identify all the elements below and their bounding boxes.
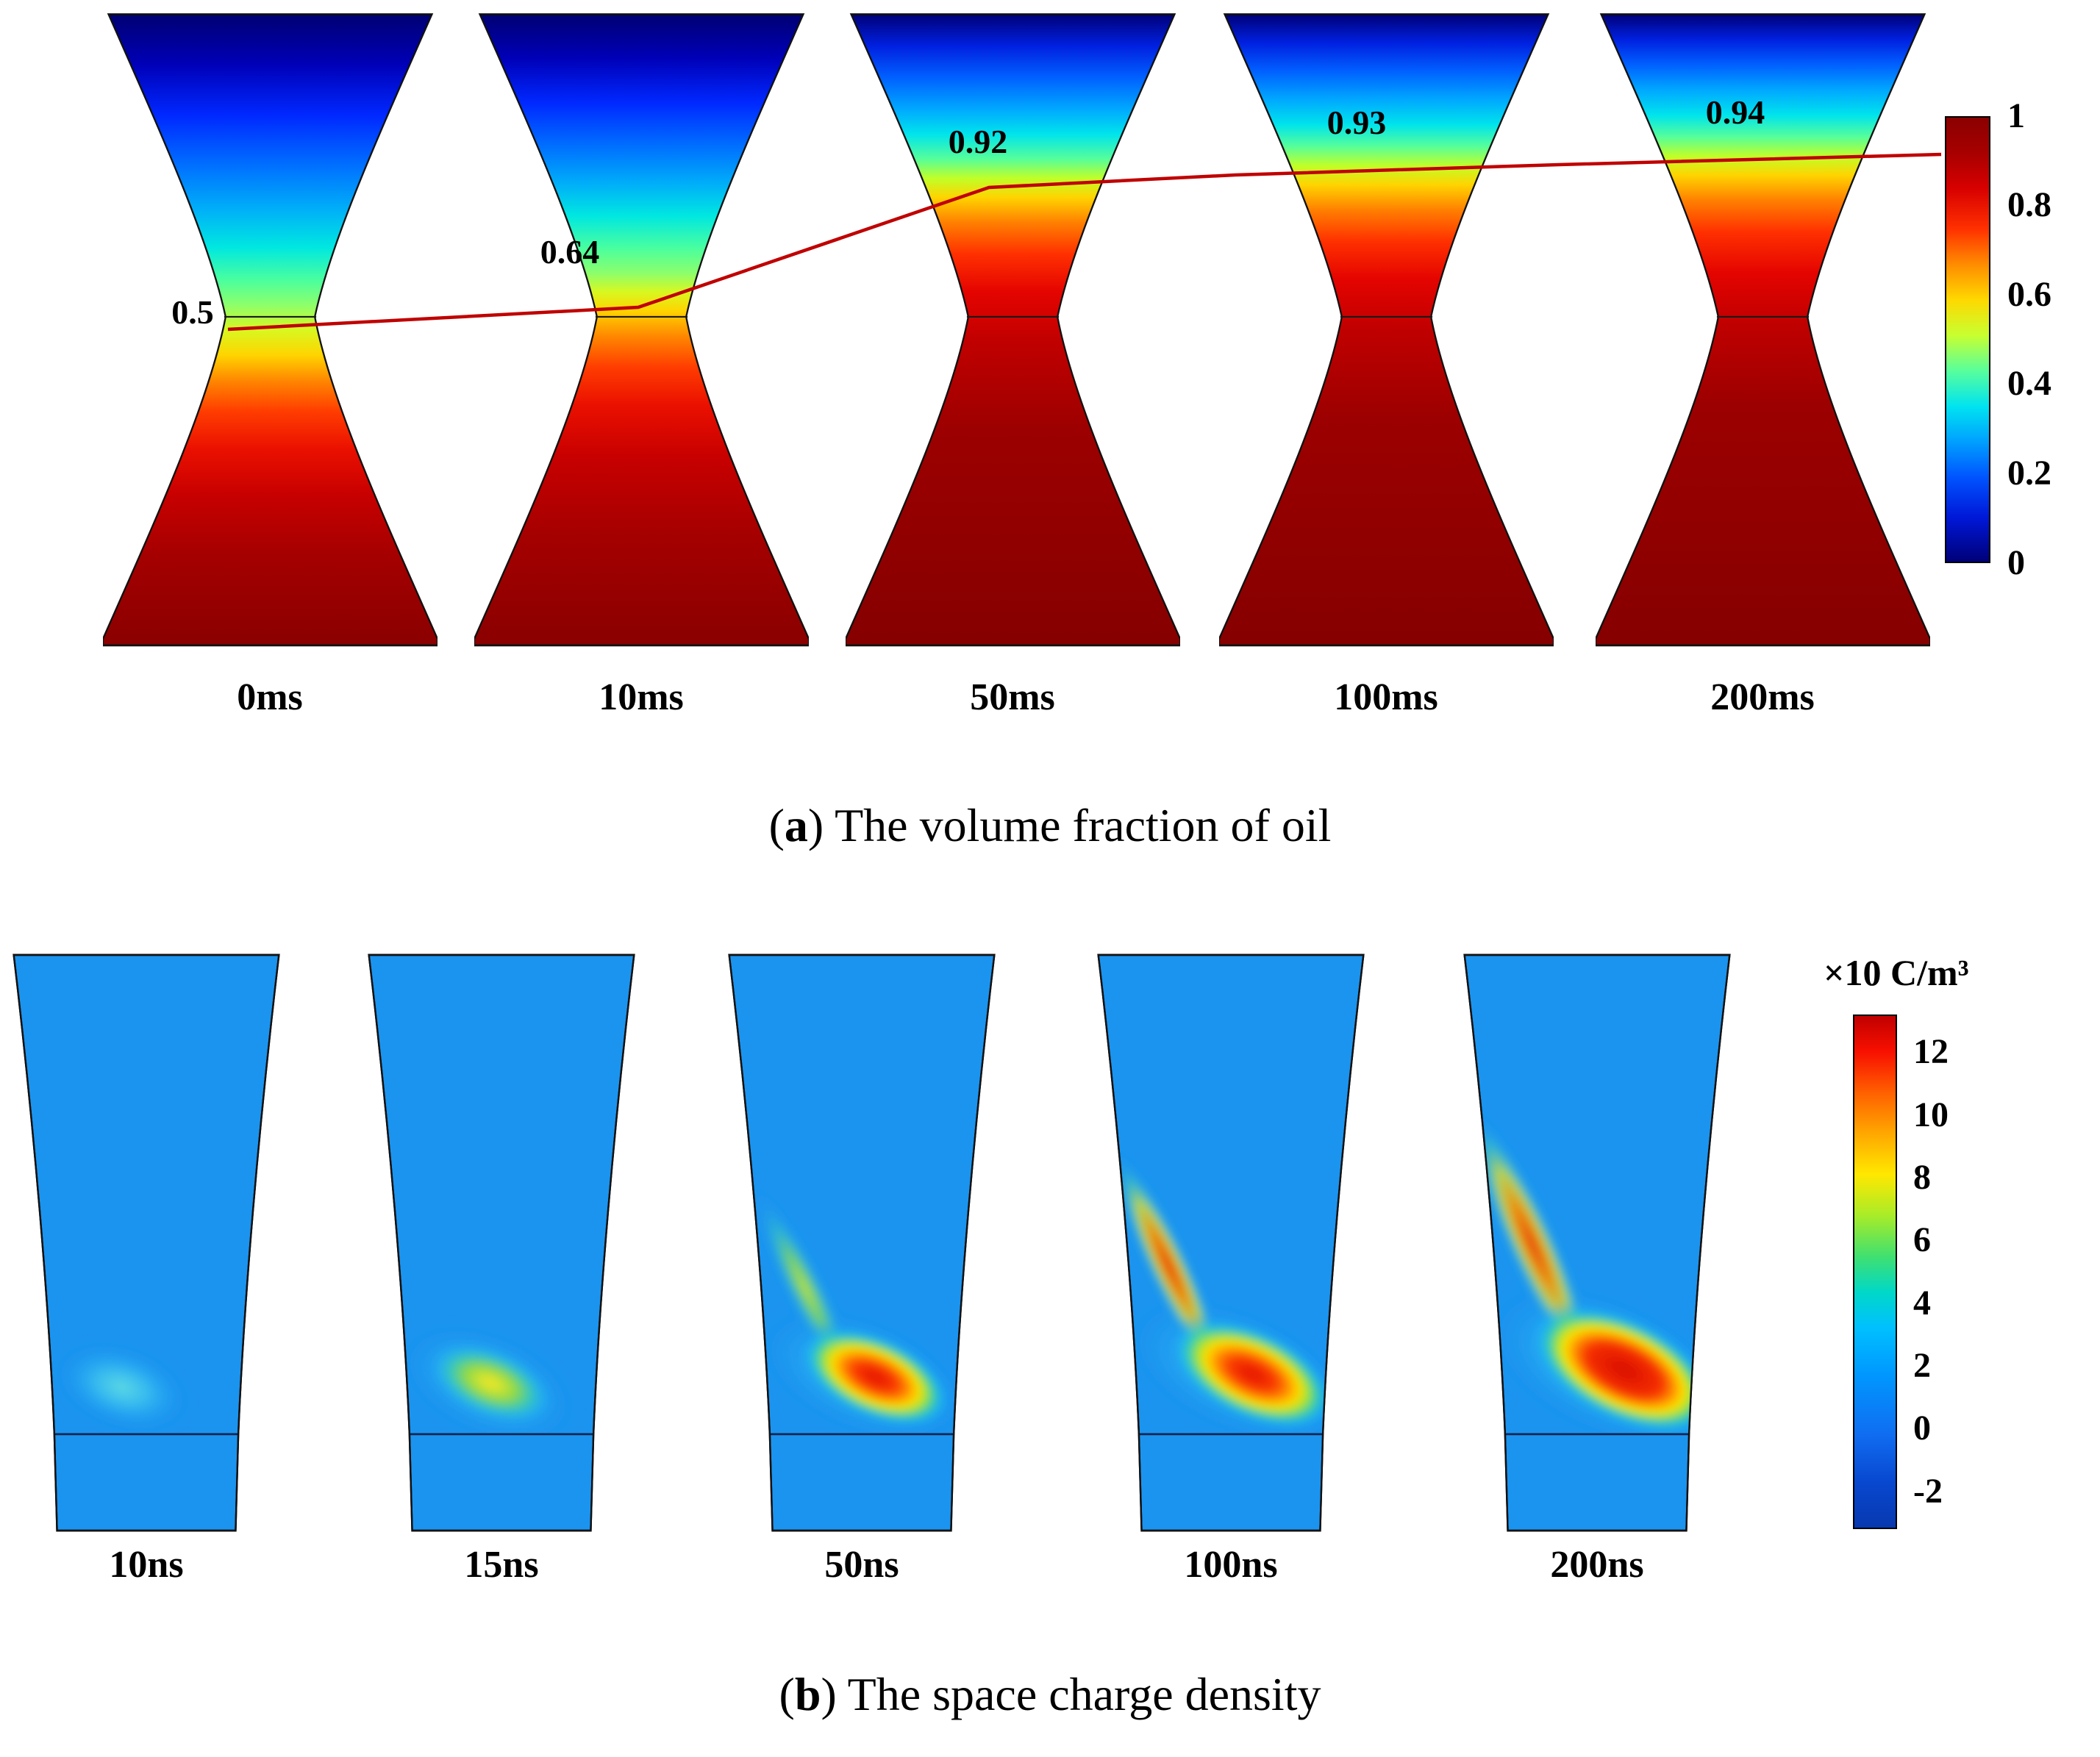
colorbar-tick: 4 bbox=[1913, 1284, 1931, 1323]
caption-paren: ( bbox=[779, 1668, 795, 1720]
colorbar-space-charge bbox=[1853, 1015, 1897, 1529]
time-label: 100ns bbox=[1184, 1544, 1278, 1586]
time-label: 15ns bbox=[464, 1544, 539, 1586]
colorbar-tick: -2 bbox=[1913, 1472, 1943, 1511]
time-label: 100ms bbox=[1334, 676, 1438, 718]
caption-paren: ) bbox=[807, 799, 835, 851]
caption-letter: a bbox=[784, 799, 808, 851]
colorbar-tick: 0.4 bbox=[2007, 364, 2051, 403]
time-label: 200ms bbox=[1710, 676, 1815, 718]
neck-value-label: 0.93 bbox=[1326, 104, 1387, 141]
colorbar-tick: 2 bbox=[1913, 1346, 1931, 1385]
neck-value-label: 0.92 bbox=[948, 123, 1008, 160]
colorbar-tick: 0 bbox=[2007, 543, 2025, 582]
colorbar-tick: 0.2 bbox=[2007, 454, 2051, 493]
charge-heatmap-200ns bbox=[1463, 953, 1731, 1532]
colorbar-unit-label: ×10 C/m³ bbox=[1824, 952, 1969, 993]
hourglass-heatmap-10ms bbox=[474, 13, 809, 647]
colorbar-tick: 10 bbox=[1913, 1095, 1949, 1134]
panel-volume-fraction: 0.5 0.64 0.92 0.93 0.94 0ms 10ms 50ms 10… bbox=[0, 13, 2100, 851]
panel-space-charge: 10ns 15ns 50ns 100ns 200ns ×10 C/m³ 12 1… bbox=[0, 912, 2100, 1757]
time-label: 10ms bbox=[599, 676, 684, 718]
colorbar-tick: 0.8 bbox=[2007, 185, 2051, 224]
hourglass-heatmap-100ms bbox=[1219, 13, 1554, 647]
colorbar-tick: 0 bbox=[1913, 1409, 1931, 1448]
neck-value-label: 0.5 bbox=[171, 293, 214, 331]
colorbar-volume-fraction bbox=[1945, 116, 1990, 563]
time-label: 0ms bbox=[237, 676, 303, 718]
colorbar-tick: 0.6 bbox=[2007, 275, 2051, 314]
time-label: 200ns bbox=[1550, 1544, 1644, 1586]
colorbar-tick: 12 bbox=[1913, 1032, 1949, 1071]
charge-heatmap-100ns bbox=[1097, 953, 1365, 1532]
colorbar-tick: 1 bbox=[2007, 96, 2025, 135]
neck-value-label: 0.64 bbox=[540, 233, 600, 271]
caption-letter: b bbox=[794, 1668, 821, 1720]
caption-panel-a: (a) The volume fraction of oil bbox=[0, 799, 2100, 851]
charge-heatmap-15ns bbox=[368, 953, 635, 1532]
caption-text: The volume fraction of oil bbox=[835, 799, 1332, 851]
hourglass-heatmap-0ms bbox=[103, 13, 438, 647]
colorbar-tick: 6 bbox=[1913, 1220, 1931, 1259]
time-label: 10ns bbox=[109, 1544, 184, 1586]
caption-panel-b: (b) The space charge density bbox=[0, 1668, 2100, 1720]
charge-heatmap-10ns bbox=[12, 953, 280, 1532]
caption-paren: ) bbox=[821, 1668, 848, 1720]
time-label: 50ms bbox=[970, 676, 1055, 718]
caption-paren: ( bbox=[768, 799, 785, 851]
time-label: 50ns bbox=[824, 1544, 899, 1586]
hourglass-heatmap-50ms bbox=[846, 13, 1180, 647]
neck-value-label: 0.94 bbox=[1705, 93, 1765, 131]
caption-text: The space charge density bbox=[847, 1668, 1321, 1720]
charge-heatmap-50ns bbox=[728, 953, 996, 1532]
colorbar-tick: 8 bbox=[1913, 1158, 1931, 1197]
